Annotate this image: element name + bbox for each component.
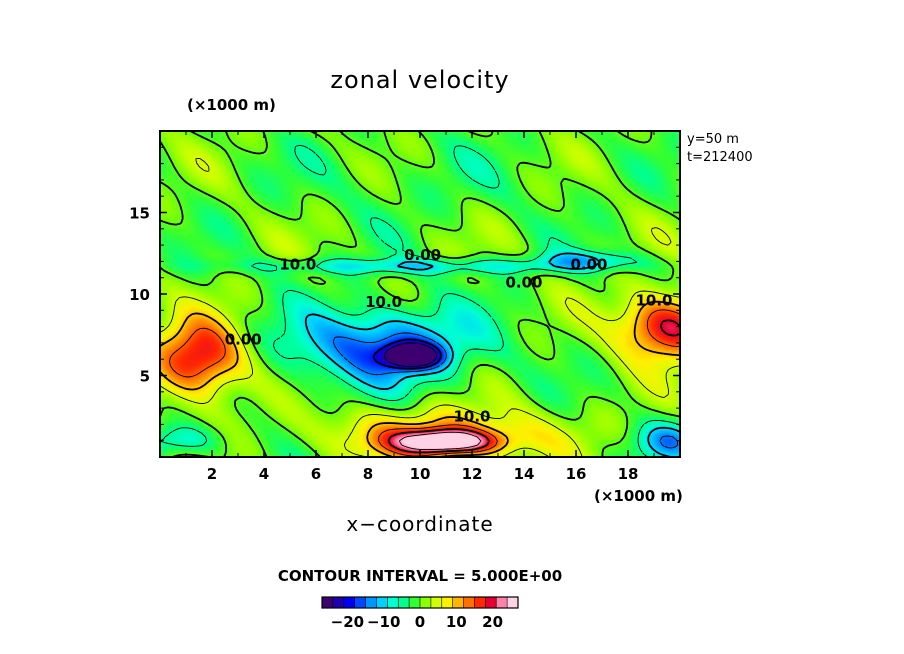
colorbar-swatch	[376, 597, 388, 608]
contour-label: 0.00	[505, 274, 542, 292]
contour-label: 0.00	[570, 256, 607, 274]
contour-level-10	[160, 300, 680, 457]
colorbar-swatch	[441, 597, 454, 608]
contour-level-15	[169, 309, 680, 457]
x-tick-label: 16	[566, 465, 587, 483]
contour-label: 10.0	[279, 256, 316, 274]
contour-level-5	[160, 158, 680, 457]
contour-level-neg5	[160, 144, 680, 457]
y-tick-label: 10	[129, 286, 150, 304]
contour-level-neg10	[304, 252, 680, 457]
colorbar-swatch	[365, 597, 377, 608]
colorbar-swatch	[507, 597, 519, 608]
run-info-time: t=212400	[687, 150, 753, 165]
y-axis-unit: (×1000 m)	[187, 96, 276, 114]
contour-labels: 10.0 0.00 0.00 0.00 10.0 10.0 0.00 10.0	[225, 246, 673, 425]
run-info-y: y=50 m	[687, 132, 739, 147]
x-tick-label: 4	[259, 465, 269, 483]
colorbar-swatch	[420, 597, 432, 608]
colorbar-swatch	[452, 597, 465, 608]
contour-label: 10.0	[365, 293, 402, 311]
contour-label: 0.00	[404, 246, 441, 264]
contour-label: 0.00	[225, 331, 262, 349]
x-tick-label: 10	[410, 465, 431, 483]
y-tick-label: 5	[140, 368, 150, 386]
contour-label: 10.0	[453, 407, 490, 425]
plot-area: 10.0 0.00 0.00 0.00 10.0 10.0 0.00 10.0	[160, 131, 680, 457]
y-axis-ticks: 5 10 15	[129, 146, 680, 442]
x-tick-label: 12	[462, 465, 483, 483]
colorbar-tick-label: 0	[415, 613, 425, 631]
x-tick-label: 14	[514, 465, 535, 483]
x-axis-label: x−coordinate	[346, 512, 493, 536]
colorbar-swatch	[463, 597, 475, 608]
contour-level-neg25	[384, 342, 437, 367]
colorbar-swatch	[332, 597, 345, 608]
colorbar-tick-label: 20	[482, 613, 503, 631]
colorbar-swatch	[430, 597, 443, 608]
colorbar-tick-label: −20	[331, 613, 364, 631]
x-tick-label: 6	[311, 465, 321, 483]
x-tick-label: 8	[363, 465, 373, 483]
run-info: y=50 m t=212400	[687, 132, 753, 165]
contour-level-25	[398, 431, 482, 451]
x-tick-label: 18	[618, 465, 639, 483]
colorbar-tick-label: 10	[446, 613, 467, 631]
colorbar-swatch	[387, 597, 399, 608]
contour-interval: CONTOUR INTERVAL = 5.000E+00	[278, 567, 562, 585]
colorbar-swatch	[322, 597, 334, 608]
colorbar-swatch	[343, 597, 356, 608]
x-axis-ticks: 2 4 6 8 10 12 14 16 18	[185, 131, 655, 483]
contour-label: 10.0	[635, 292, 672, 310]
colorbar-swatch	[409, 597, 421, 608]
chart-title: zonal velocity	[330, 66, 509, 94]
contour-level-neg20	[372, 338, 442, 370]
colorbar-swatch	[485, 597, 497, 608]
colorbar-tick-label: −10	[367, 613, 400, 631]
contour-level-neg15	[332, 332, 678, 449]
colorbar-swatch	[398, 597, 410, 608]
x-axis-unit: (×1000 m)	[594, 487, 683, 505]
colorbar: −20 −10 0 10 20	[321, 596, 519, 631]
contour-lines	[160, 131, 680, 457]
colorbar-swatch	[496, 597, 508, 608]
colorbar-swatch	[354, 597, 367, 608]
colorbar-swatch	[474, 597, 486, 608]
velocity-field	[160, 131, 680, 457]
x-tick-label: 2	[207, 465, 217, 483]
y-tick-label: 15	[129, 205, 150, 223]
